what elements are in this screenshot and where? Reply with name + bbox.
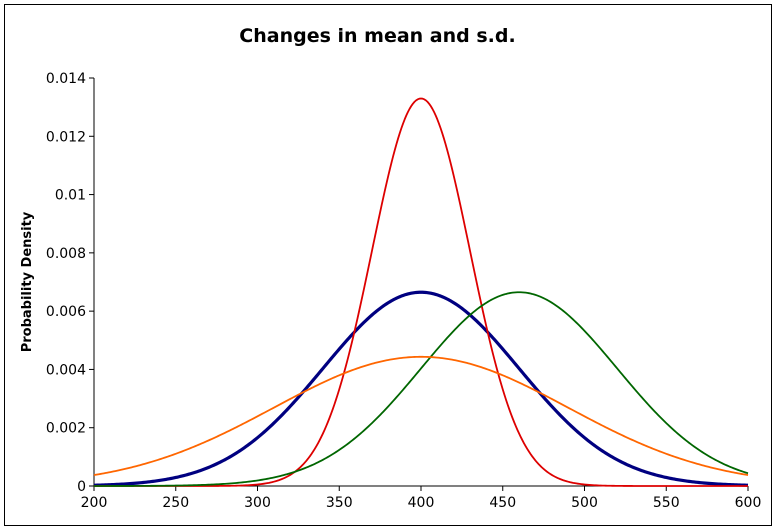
y-tick-label: 0.012 [46, 129, 86, 145]
x-tick-label: 250 [162, 495, 189, 511]
y-tick-label: 0.004 [46, 362, 86, 378]
y-tick-label: 0.014 [46, 71, 86, 87]
series-line-1 [93, 290, 749, 487]
y-tick-label: 0.01 [55, 188, 86, 204]
x-tick-label: 300 [244, 495, 271, 511]
series-line-4 [93, 355, 749, 476]
x-tick-label: 500 [571, 495, 598, 511]
y-tick-label: 0.008 [46, 246, 86, 262]
x-tick-label: 200 [81, 495, 108, 511]
y-axis-title: Probability Density [20, 211, 35, 352]
y-tick-label: 0 [77, 479, 86, 495]
y-tick-label: 0.006 [46, 304, 86, 320]
x-tick-label: 450 [489, 495, 516, 511]
y-tick-label: 0.002 [46, 421, 86, 437]
x-tick-label: 600 [735, 495, 762, 511]
series-line-3 [94, 291, 749, 487]
chart-frame [4, 4, 772, 526]
x-tick-label: 350 [326, 495, 353, 511]
x-tick-label: 400 [408, 495, 435, 511]
chart-title: Changes in mean and s.d. [239, 25, 516, 47]
x-tick-label: 550 [653, 495, 680, 511]
series-line-2 [94, 97, 748, 487]
